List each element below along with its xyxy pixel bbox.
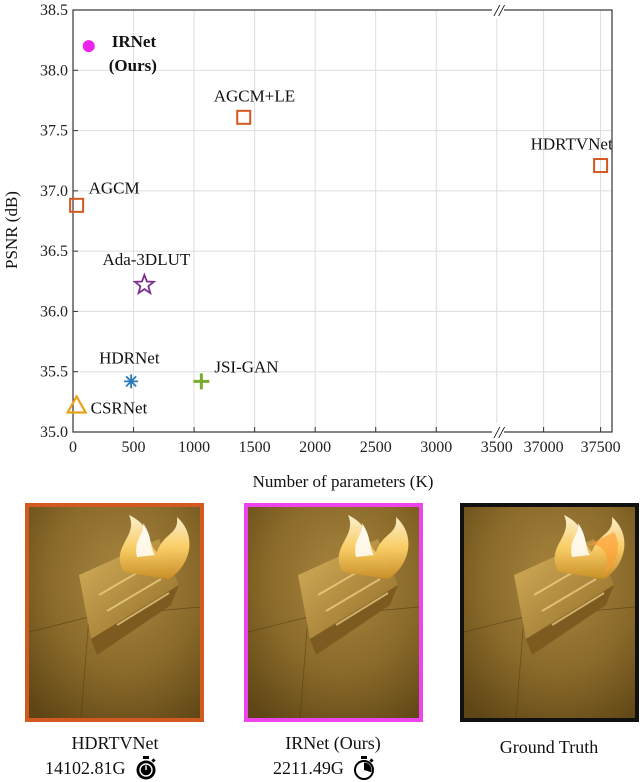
y-tick-label: 35.0 xyxy=(40,424,68,441)
point-label: CSRNet xyxy=(91,398,148,417)
irnet-cost: 2211.49G xyxy=(273,756,376,780)
psnr-vs-params-chart: // // 0 500 1000 1500 2000 2500 3000 3500 37000 37… xyxy=(2,1,621,491)
x-tick-label: 2500 xyxy=(360,439,392,456)
agcm-marker xyxy=(69,197,85,213)
x-tick-label: 3000 xyxy=(420,439,452,456)
fire-scene-drawing xyxy=(29,507,200,718)
point-label: IRNet xyxy=(112,32,157,51)
point-labels: IRNet (Ours) AGCM+LE HDRTVNet AGCM Ada-3DLUT H… xyxy=(89,32,613,417)
y-tick-label: 37.0 xyxy=(40,183,68,200)
point-label: HDRTVNet xyxy=(531,135,613,154)
y-tick-label: 38.5 xyxy=(40,2,68,19)
x-tick-label: 1000 xyxy=(178,439,210,456)
x-tick-label: 2000 xyxy=(299,439,331,456)
tick-labels: 0 500 1000 1500 2000 2500 3000 3500 37000 37500 35… xyxy=(40,2,621,456)
axis-break-gap xyxy=(492,423,504,441)
y-tick-label: 38.0 xyxy=(40,62,68,79)
x-tick-label: 1500 xyxy=(239,439,271,456)
y-tick-label: 35.5 xyxy=(40,364,68,381)
x-tick-label: 3500 xyxy=(481,439,513,456)
point-label: HDRNet xyxy=(99,348,160,367)
x-tick-label: 37500 xyxy=(581,439,621,456)
hdrtvnet-fire-image xyxy=(29,507,200,718)
ground-truth-caption: Ground Truth xyxy=(499,737,599,757)
irnet-fire-image xyxy=(248,507,419,718)
point-label: AGCM xyxy=(89,178,140,197)
stopwatch-partial-icon xyxy=(353,756,374,780)
hdrnet-marker xyxy=(124,374,139,389)
axis-break-mark: // xyxy=(493,1,506,20)
x-tick-label: 0 xyxy=(69,439,77,456)
y-tick-label: 36.5 xyxy=(40,243,68,260)
hdrtvnet-result-panel xyxy=(25,503,204,722)
axis-break-mark: // xyxy=(493,423,506,442)
hdrtvnet-marker xyxy=(593,158,609,174)
ground-truth-fire-image xyxy=(464,507,635,718)
ada-3dlut-marker xyxy=(132,272,157,296)
jsi-gan-marker xyxy=(193,373,210,390)
y-axis-title: PSNR (dB) xyxy=(2,191,21,269)
ground-truth-panel xyxy=(460,503,639,722)
irnet-result-panel xyxy=(244,503,423,722)
x-tick-label: 500 xyxy=(122,439,146,456)
irnet-caption: IRNet (Ours) xyxy=(285,733,381,753)
axis-break-gap xyxy=(492,1,504,19)
point-label: JSI-GAN xyxy=(214,357,278,376)
hdrtvnet-cost: 14102.81G xyxy=(45,756,158,780)
point-label: AGCM+LE xyxy=(214,86,295,105)
y-tick-label: 37.5 xyxy=(40,123,68,140)
x-tick-label: 37000 xyxy=(524,439,564,456)
irnet-cost-value: 2211.49G xyxy=(273,757,344,778)
csrnet-marker xyxy=(65,394,88,414)
x-axis-title: Number of parameters (K) xyxy=(253,472,434,491)
point-label: Ada-3DLUT xyxy=(102,250,190,269)
fire-scene-drawing xyxy=(248,507,419,718)
y-tick-label: 36.0 xyxy=(40,303,68,320)
axes: // // xyxy=(72,1,613,442)
point-label-line2: (Ours) xyxy=(109,56,157,75)
agcm-le-marker xyxy=(236,109,252,125)
stopwatch-full-icon xyxy=(136,756,156,780)
hdrtvnet-caption: HDRTVNet xyxy=(71,733,159,753)
hdrtvnet-cost-value: 14102.81G xyxy=(45,757,126,778)
fire-scene-drawing xyxy=(464,507,635,718)
plot-frame xyxy=(72,9,613,433)
irnet-marker xyxy=(82,40,95,53)
data-marks xyxy=(65,40,609,414)
